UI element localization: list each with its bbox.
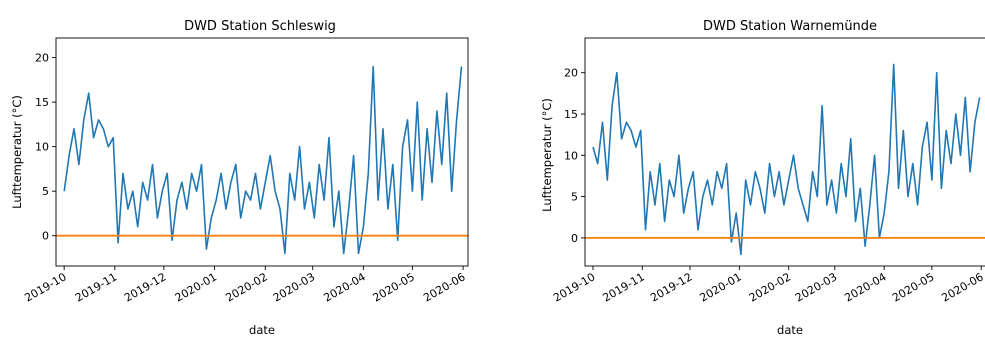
chart-title: DWD Station Schleswig <box>184 19 336 34</box>
y-tick-label: 10 <box>564 149 578 162</box>
y-tick-label: 20 <box>35 52 49 65</box>
x-tick-label: 2020-01 <box>698 270 744 304</box>
x-tick-label: 2020-03 <box>793 270 839 304</box>
y-tick-label: 15 <box>35 96 49 109</box>
x-tick-label: 2020-06 <box>939 270 985 304</box>
y-tick-label: 0 <box>571 232 578 245</box>
y-axis-label: Lufttemperatur (°C) <box>540 98 554 212</box>
axes-frame <box>584 37 985 267</box>
x-tick-label: 2019-10 <box>22 270 68 304</box>
chart-title: DWD Station Warnemünde <box>703 19 877 34</box>
x-tick-label: 2019-12 <box>122 270 168 304</box>
x-tick-label: 2020-01 <box>173 270 219 304</box>
x-tick-label: 2020-05 <box>371 270 417 304</box>
x-axis-label: date <box>249 323 275 337</box>
x-tick-label: 2020-02 <box>747 270 793 304</box>
x-tick-label: 2020-05 <box>890 270 936 304</box>
series-line-0 <box>592 63 981 256</box>
x-tick-label: 2019-12 <box>648 270 694 304</box>
x-tick-label: 2020-04 <box>842 270 888 304</box>
y-tick-label: 15 <box>564 108 578 121</box>
x-tick-label: 2020-02 <box>223 270 269 304</box>
x-tick-label: 2019-11 <box>600 270 646 304</box>
x-tick-label: 2019-11 <box>73 270 119 304</box>
y-tick-label: 0 <box>42 230 49 243</box>
x-tick-label: 2020-06 <box>421 270 467 304</box>
x-axis-label: date <box>777 323 803 337</box>
x-tick-label: 2020-03 <box>271 270 317 304</box>
y-tick-label: 10 <box>35 141 49 154</box>
y-tick-label: 5 <box>571 191 578 204</box>
series-line-0 <box>63 65 463 255</box>
y-tick-label: 5 <box>42 185 49 198</box>
x-tick-label: 2020-04 <box>322 270 368 304</box>
y-axis-label: Lufttemperatur (°C) <box>10 95 24 209</box>
axes-frame <box>55 37 469 267</box>
y-tick-label: 20 <box>564 67 578 80</box>
x-tick-label: 2019-10 <box>551 270 597 304</box>
